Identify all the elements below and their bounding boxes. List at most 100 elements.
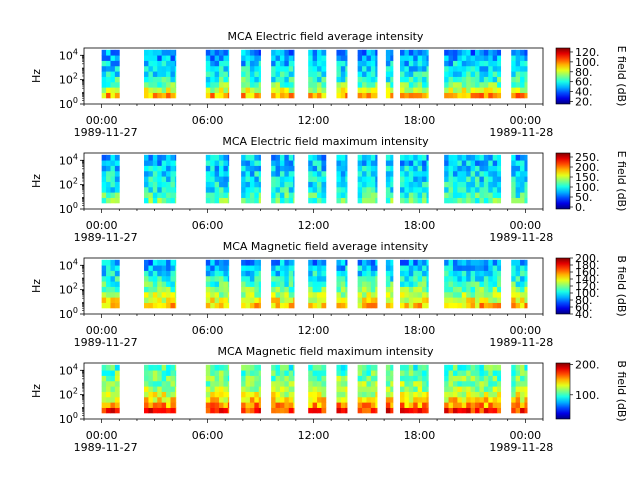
heatmap-cell xyxy=(214,176,220,182)
heatmap-cell xyxy=(241,302,246,309)
heatmap-cell xyxy=(413,375,419,382)
heatmap-cell xyxy=(321,65,327,72)
heatmap-cell xyxy=(101,92,107,99)
heatmap-cell xyxy=(413,71,419,77)
heatmap-cell xyxy=(254,386,260,392)
heatmap-cell xyxy=(385,364,391,371)
heatmap-cell xyxy=(475,154,480,161)
heatmap-cell xyxy=(385,60,391,67)
heatmap-cell xyxy=(426,291,429,298)
heatmap-cell xyxy=(370,65,376,72)
heatmap-cell xyxy=(271,386,276,392)
heatmap-cell xyxy=(219,402,224,408)
heatmap-cell xyxy=(219,407,224,414)
heatmap-cell xyxy=(144,386,149,392)
x-tick-label: 06:00 xyxy=(192,324,224,337)
heatmap-cell xyxy=(400,65,405,72)
heatmap-cell xyxy=(275,71,281,77)
heatmap-cell xyxy=(375,186,378,193)
heatmap-cell xyxy=(336,396,342,403)
heatmap-cell xyxy=(475,197,480,204)
heatmap-cell xyxy=(336,265,342,271)
panel-4: MCA Magnetic field maximum intensityHz10… xyxy=(30,345,628,454)
data-segment xyxy=(271,154,295,204)
heatmap-cell xyxy=(245,181,251,188)
heatmap-cell xyxy=(408,391,414,398)
heatmap-cell xyxy=(426,71,429,77)
colorbar-tick-label: 20. xyxy=(575,96,593,109)
heatmap-cell xyxy=(214,192,220,198)
heatmap-cell xyxy=(408,302,414,309)
heatmap-cell xyxy=(400,380,405,387)
heatmap-cell xyxy=(144,87,149,93)
x-tick-label: 00:00 xyxy=(86,324,118,337)
heatmap-cell xyxy=(417,375,423,382)
heatmap-cell xyxy=(205,281,211,287)
heatmap-cell xyxy=(461,197,467,204)
heatmap-cell xyxy=(413,281,419,287)
heatmap-cell xyxy=(227,81,230,88)
heatmap-cell xyxy=(152,281,158,287)
heatmap-cell xyxy=(520,71,525,77)
heatmap-cell xyxy=(148,291,154,298)
heatmap-cell xyxy=(466,302,472,309)
heatmap-cell xyxy=(404,402,410,408)
heatmap-cell xyxy=(479,297,485,303)
heatmap-cell xyxy=(317,286,322,293)
heatmap-cell xyxy=(336,291,342,298)
heatmap-cell xyxy=(448,396,454,403)
heatmap-cell xyxy=(312,186,318,193)
heatmap-cell xyxy=(448,170,454,177)
x-tick-label: 18:00 xyxy=(404,429,436,442)
heatmap-cell xyxy=(375,396,378,403)
heatmap-cell xyxy=(219,176,224,182)
heatmap-cell xyxy=(362,386,367,392)
heatmap-cell xyxy=(466,375,472,382)
heatmap-cell xyxy=(444,76,449,83)
heatmap-cell xyxy=(452,197,458,204)
heatmap-cell xyxy=(524,87,528,93)
heatmap-cell xyxy=(448,286,454,293)
heatmap-cell xyxy=(362,160,367,166)
heatmap-cell xyxy=(174,170,177,177)
heatmap-cell xyxy=(470,65,476,72)
heatmap-cell xyxy=(408,176,414,182)
heatmap-cell xyxy=(511,160,517,166)
heatmap-cell xyxy=(166,402,171,408)
heatmap-cell xyxy=(457,181,463,188)
heatmap-cell xyxy=(362,76,367,83)
heatmap-cell xyxy=(413,291,419,298)
heatmap-cell xyxy=(312,170,318,177)
heatmap-cell xyxy=(404,197,410,204)
heatmap-cell xyxy=(404,60,410,67)
heatmap-cell xyxy=(110,270,116,277)
heatmap-cell xyxy=(408,402,414,408)
heatmap-cell xyxy=(457,186,463,193)
heatmap-cell xyxy=(336,275,342,282)
heatmap-cell xyxy=(271,55,276,61)
heatmap-cell xyxy=(214,197,220,204)
heatmap-cell xyxy=(214,55,220,61)
heatmap-cell xyxy=(144,270,149,277)
heatmap-cell xyxy=(284,81,290,88)
heatmap-cell xyxy=(444,396,449,403)
heatmap-cell xyxy=(210,49,216,56)
heatmap-cell xyxy=(497,170,502,177)
heatmap-cell xyxy=(413,76,419,83)
heatmap-cell xyxy=(375,386,378,392)
heatmap-cell xyxy=(254,281,260,287)
heatmap-cell xyxy=(321,402,327,408)
heatmap-cell xyxy=(312,76,318,83)
heatmap-cell xyxy=(157,87,163,93)
heatmap-cell xyxy=(245,87,251,93)
heatmap-cell xyxy=(241,402,246,408)
heatmap-cell xyxy=(144,92,149,99)
heatmap-cell xyxy=(275,192,281,198)
heatmap-cell xyxy=(483,55,489,61)
heatmap-cell xyxy=(293,186,295,193)
heatmap-cell xyxy=(161,165,167,172)
heatmap-cell xyxy=(219,396,224,403)
heatmap-cell xyxy=(404,297,410,303)
heatmap-cell xyxy=(470,181,476,188)
heatmap-cell xyxy=(520,275,525,282)
